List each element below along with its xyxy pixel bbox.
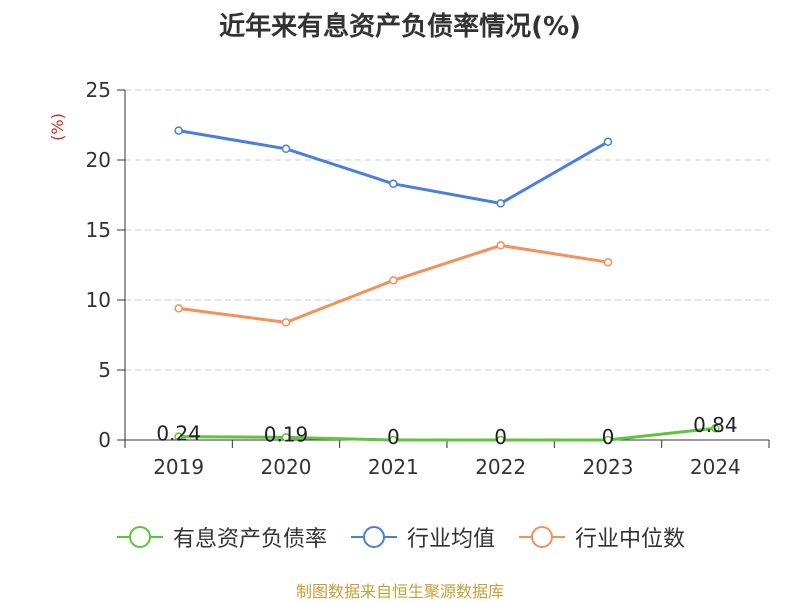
- legend-item: 有息资产负债率: [115, 521, 327, 553]
- axes: 0 5 10 15 20 25 2019 2020 2021 2022 2023 2024: [86, 78, 770, 479]
- data-labels: 0.24 0.19 0 0 0 0.84: [156, 413, 737, 449]
- data-point: [281, 144, 291, 154]
- y-tick-label: 5: [98, 358, 111, 382]
- series-lines: [174, 126, 720, 445]
- data-point: [174, 126, 183, 135]
- legend-swatch-marker: [531, 526, 553, 548]
- legend-swatch-marker: [128, 526, 151, 548]
- x-tick-label: 2024: [690, 455, 741, 479]
- data-point: [281, 318, 291, 327]
- data-label: 0: [387, 425, 400, 449]
- data-point: [174, 432, 183, 441]
- x-tick-label: 2023: [583, 455, 634, 479]
- legend-label: 有息资产负债率: [172, 527, 327, 552]
- data-label: 0.24: [156, 422, 201, 446]
- y-axis-label: (%): [48, 113, 67, 141]
- data-point: [496, 199, 505, 208]
- legend-item: 行业中位数: [517, 521, 685, 553]
- data-label: 0: [602, 425, 615, 449]
- data-point: [603, 435, 613, 445]
- legend-label: 行业中位数: [575, 527, 686, 552]
- data-point: [281, 433, 291, 442]
- data-point: [496, 241, 505, 250]
- y-tick-label: 25: [86, 78, 111, 102]
- data-point: [174, 304, 183, 313]
- legend-swatch: [350, 526, 397, 548]
- data-point: [603, 257, 613, 267]
- data-label: 0.19: [264, 422, 309, 446]
- legend-swatch-marker: [362, 526, 385, 548]
- data-point: [603, 137, 613, 147]
- data-point: [389, 435, 398, 445]
- legend-label: 行业均值: [406, 527, 495, 552]
- y-tick-label: 15: [86, 218, 111, 242]
- x-tick-label: 2022: [475, 455, 526, 479]
- legend-item: 行业均值: [349, 521, 495, 553]
- y-tick-label: 10: [86, 288, 111, 312]
- gridlines: [125, 89, 769, 371]
- series-line: [178, 129, 609, 205]
- series-line: [178, 426, 716, 442]
- legend: 有息资产负债率 行业均值 行业中位数: [0, 519, 800, 555]
- y-tick-label: 20: [86, 148, 111, 172]
- y-tick-label: 0: [98, 428, 111, 452]
- data-label: 0.84: [693, 413, 738, 437]
- x-tick-label: 2020: [261, 455, 312, 479]
- legend-swatch: [116, 526, 163, 548]
- legend-swatch: [519, 526, 565, 548]
- x-tick-label: 2021: [368, 455, 419, 479]
- data-point: [496, 435, 505, 445]
- data-point: [711, 423, 720, 433]
- chart-title: 近年来有息资产负债率情况(%): [219, 12, 581, 42]
- data-label: 0: [494, 425, 507, 449]
- data-point: [389, 276, 398, 285]
- source-note: 制图数据来自恒生聚源数据库: [295, 582, 504, 601]
- data-point: [389, 179, 398, 189]
- x-tick-label: 2019: [153, 455, 204, 479]
